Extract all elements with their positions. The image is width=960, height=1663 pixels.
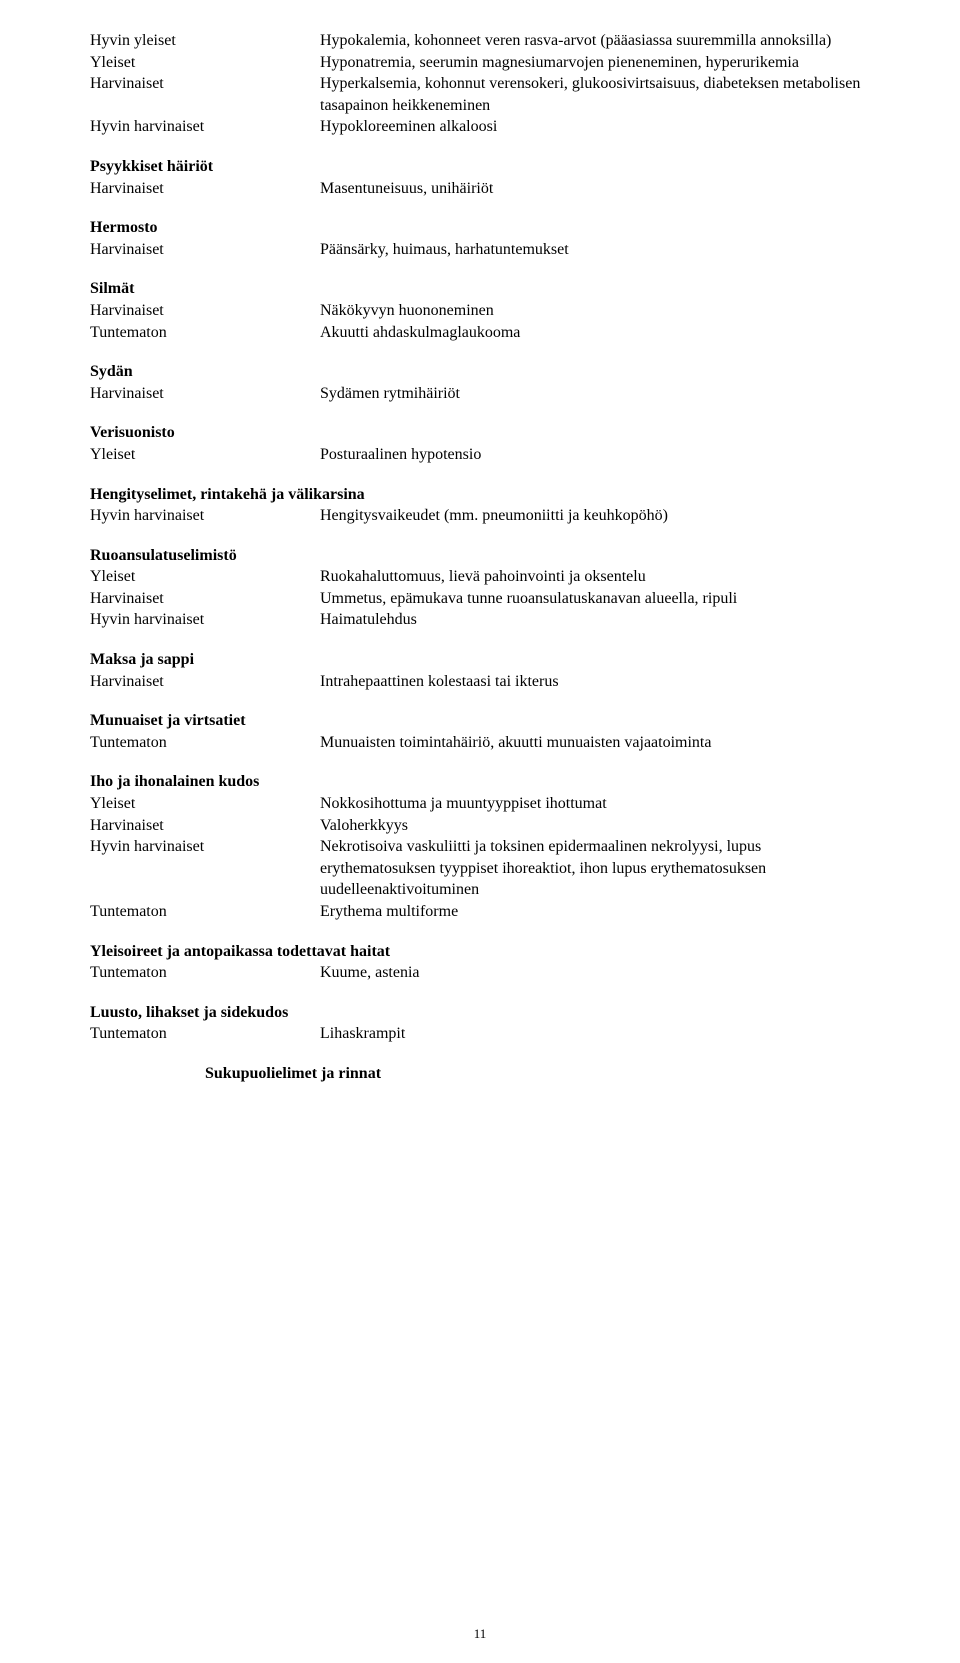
metabolic-row-3: Harvinaiset Hyperkalsemia, kohonnut vere… xyxy=(90,73,870,116)
effect-text: Nokkosihottuma ja muuntyyppiset ihottuma… xyxy=(320,793,870,815)
freq-label: Harvinaiset xyxy=(90,300,320,322)
effect-text: Lihaskrampit xyxy=(320,1023,870,1045)
freq-label: Tuntematon xyxy=(90,732,320,754)
freq-label: Harvinaiset xyxy=(90,588,320,610)
effect-text: Näkökyvyn huononeminen xyxy=(320,300,870,322)
musculo-row-1: Tuntematon Lihaskrampit xyxy=(90,1023,870,1045)
effect-text: Päänsärky, huimaus, harhatuntemukset xyxy=(320,239,870,261)
freq-label: Hyvin yleiset xyxy=(90,30,320,52)
freq-label: Tuntematon xyxy=(90,901,320,923)
vascular-row-1: Yleiset Posturaalinen hypotensio xyxy=(90,444,870,466)
effect-text: Masentuneisuus, unihäiriöt xyxy=(320,178,870,200)
freq-label: Harvinaiset xyxy=(90,239,320,261)
nervous-row-1: Harvinaiset Päänsärky, huimaus, harhatun… xyxy=(90,239,870,261)
liver-row-1: Harvinaiset Intrahepaattinen kolestaasi … xyxy=(90,671,870,693)
effect-text: Ummetus, epämukava tunne ruoansulatuskan… xyxy=(320,588,870,610)
respiratory-row-1: Hyvin harvinaiset Hengitysvaikeudet (mm.… xyxy=(90,505,870,527)
freq-label: Hyvin harvinaiset xyxy=(90,505,320,527)
skin-row-4: Tuntematon Erythema multiforme xyxy=(90,901,870,923)
psych-row-1: Harvinaiset Masentuneisuus, unihäiriöt xyxy=(90,178,870,200)
section-title-skin: Iho ja ihonalainen kudos xyxy=(90,771,870,793)
freq-label: Yleiset xyxy=(90,52,320,74)
freq-label: Hyvin harvinaiset xyxy=(90,609,320,631)
section-title-eyes: Silmät xyxy=(90,278,870,300)
effect-text: Intrahepaattinen kolestaasi tai ikterus xyxy=(320,671,870,693)
effect-text: Hyperkalsemia, kohonnut verensokeri, glu… xyxy=(320,73,870,116)
section-title-psych: Psyykkiset häiriöt xyxy=(90,156,870,178)
effect-text: Hengitysvaikeudet (mm. pneumoniitti ja k… xyxy=(320,505,870,527)
effect-text: Kuume, astenia xyxy=(320,962,870,984)
effect-text: Haimatulehdus xyxy=(320,609,870,631)
effect-text: Munuaisten toimintahäiriö, akuutti munua… xyxy=(320,732,870,754)
freq-label: Hyvin harvinaiset xyxy=(90,116,320,138)
effect-text: Nekrotisoiva vaskuliitti ja toksinen epi… xyxy=(320,836,870,901)
gi-row-2: Harvinaiset Ummetus, epämukava tunne ruo… xyxy=(90,588,870,610)
section-title-gi: Ruoansulatuselimistö xyxy=(90,545,870,567)
freq-label: Yleiset xyxy=(90,793,320,815)
effect-text: Hypokloreeminen alkaloosi xyxy=(320,116,870,138)
section-title-heart: Sydän xyxy=(90,361,870,383)
effect-text: Ruokahaluttomuus, lievä pahoinvointi ja … xyxy=(320,566,870,588)
effect-text: Sydämen rytmihäiriöt xyxy=(320,383,870,405)
metabolic-row-2: Yleiset Hyponatremia, seerumin magnesium… xyxy=(90,52,870,74)
section-title-liver: Maksa ja sappi xyxy=(90,649,870,671)
freq-label: Harvinaiset xyxy=(90,671,320,693)
freq-label: Yleiset xyxy=(90,444,320,466)
metabolic-row-4: Hyvin harvinaiset Hypokloreeminen alkalo… xyxy=(90,116,870,138)
freq-label: Harvinaiset xyxy=(90,178,320,200)
eyes-row-2: Tuntematon Akuutti ahdaskulmaglaukooma xyxy=(90,322,870,344)
gi-row-1: Yleiset Ruokahaluttomuus, lievä pahoinvo… xyxy=(90,566,870,588)
freq-label: Yleiset xyxy=(90,566,320,588)
section-title-respiratory: Hengityselimet, rintakehä ja välikarsina xyxy=(90,484,870,506)
freq-label: Hyvin harvinaiset xyxy=(90,836,320,901)
skin-row-3: Hyvin harvinaiset Nekrotisoiva vaskuliit… xyxy=(90,836,870,901)
effect-text: Posturaalinen hypotensio xyxy=(320,444,870,466)
freq-label: Harvinaiset xyxy=(90,73,320,116)
skin-row-2: Harvinaiset Valoherkkyys xyxy=(90,815,870,837)
freq-label: Tuntematon xyxy=(90,1023,320,1045)
section-title-nervous: Hermosto xyxy=(90,217,870,239)
freq-label: Harvinaiset xyxy=(90,815,320,837)
effect-text: Erythema multiforme xyxy=(320,901,870,923)
gi-row-3: Hyvin harvinaiset Haimatulehdus xyxy=(90,609,870,631)
section-title-reproductive: Sukupuolielimet ja rinnat xyxy=(205,1063,870,1085)
eyes-row-1: Harvinaiset Näkökyvyn huononeminen xyxy=(90,300,870,322)
freq-label: Harvinaiset xyxy=(90,383,320,405)
section-title-renal: Munuaiset ja virtsatiet xyxy=(90,710,870,732)
section-title-vascular: Verisuonisto xyxy=(90,422,870,444)
general-row-1: Tuntematon Kuume, astenia xyxy=(90,962,870,984)
freq-label: Tuntematon xyxy=(90,322,320,344)
effect-text: Akuutti ahdaskulmaglaukooma xyxy=(320,322,870,344)
renal-row-1: Tuntematon Munuaisten toimintahäiriö, ak… xyxy=(90,732,870,754)
metabolic-row-1: Hyvin yleiset Hypokalemia, kohonneet ver… xyxy=(90,30,870,52)
page-number: 11 xyxy=(0,1625,960,1643)
section-title-general: Yleisoireet ja antopaikassa todettavat h… xyxy=(90,941,870,963)
effect-text: Hypokalemia, kohonneet veren rasva-arvot… xyxy=(320,30,870,52)
effect-text: Hyponatremia, seerumin magnesiumarvojen … xyxy=(320,52,870,74)
section-title-musculo: Luusto, lihakset ja sidekudos xyxy=(90,1002,870,1024)
skin-row-1: Yleiset Nokkosihottuma ja muuntyyppiset … xyxy=(90,793,870,815)
document-page: Hyvin yleiset Hypokalemia, kohonneet ver… xyxy=(0,0,960,1663)
heart-row-1: Harvinaiset Sydämen rytmihäiriöt xyxy=(90,383,870,405)
freq-label: Tuntematon xyxy=(90,962,320,984)
effect-text: Valoherkkyys xyxy=(320,815,870,837)
